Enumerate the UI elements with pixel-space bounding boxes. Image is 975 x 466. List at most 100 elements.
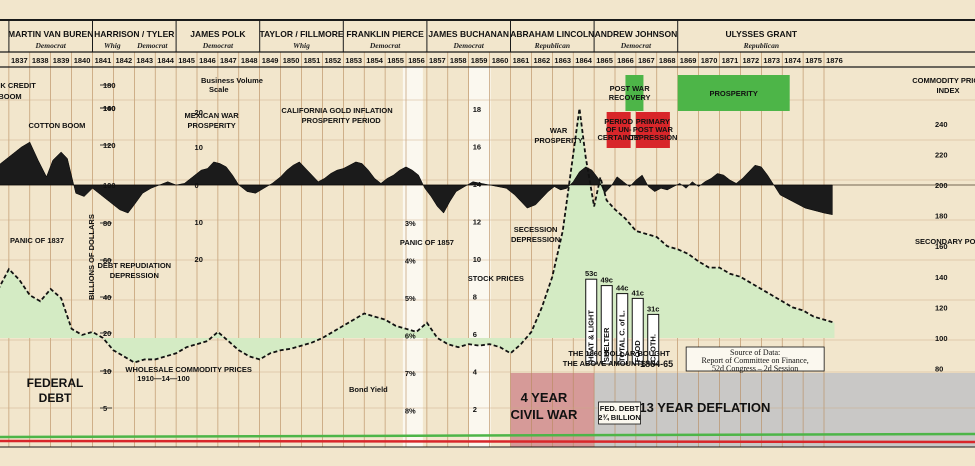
grid-layer [0,19,975,448]
purchasing-bar-label: FOOD [633,340,642,362]
event-war-prosperity-2: PROSPERITY [534,136,582,145]
admin-party: Whig [293,41,310,50]
event-debt-repudiation-2: DEPRESSION [110,271,159,280]
bond-yield-tick: 7% [405,369,416,378]
year-label: 1876 [826,56,843,65]
commodity-index-tick: 120 [935,303,948,312]
bond-yield-tick: 3% [405,219,416,228]
green-baseline [0,432,975,439]
year-label: 1844 [157,56,175,65]
admin-party: Democrat [620,41,652,50]
federal-debt-tick: 120 [103,141,116,150]
commodity-price-line [0,108,835,364]
purchasing-bar [600,285,613,365]
stock-price-tick: 18 [473,105,481,114]
federal-debt-tick: 180 [103,81,116,90]
source-line-2: Report of Committee on Finance, [701,356,808,365]
admin-party: Republican [534,41,570,50]
purchasing-caption-year: 1864-65 [640,359,673,369]
stock-price-tick: 14 [473,180,482,189]
federal-debt-tick: 100 [103,181,116,190]
business-scale-label: Business Volume [201,76,263,85]
stock-price-tick: 8 [473,293,477,302]
commodity-index-tick: 100 [935,334,948,343]
year-label: 1874 [784,56,802,65]
admin-name: ABRAHAM LINCOLN [510,29,594,39]
commodity-index-tick: 160 [935,242,948,251]
year-label: 1859 [471,56,488,65]
stock-price-tick: 4 [473,368,478,377]
header-layer: MARTIN VAN BUREN Democrat HARRISON / TYLER… [8,20,843,65]
civil-war-label-2: CIVIL WAR [510,407,578,422]
commodity-index-tick: 140 [935,273,948,282]
admin-party: Democrat [34,41,66,50]
federal-debt-label: FEDERAL [27,376,84,390]
admin-party-left: Whig [104,41,121,50]
year-label: 1841 [95,56,112,65]
uncertainty-box [606,112,631,148]
purchasing-bar-label: TOTAL C. of L. [618,310,627,362]
federal-debt-label-2: DEBT [39,391,72,405]
event-primary-depression: PRIMARY [636,117,670,126]
purchasing-bar-label: SHELTER [602,327,611,362]
commodity-index-label: COMMODITY PRICE [912,76,975,85]
federal-debt-tick: 40 [103,293,111,302]
purchasing-bar [616,293,629,365]
event-uncertainty-2: OF UN- [606,125,632,134]
year-label: 1866 [617,56,634,65]
year-label: 1837 [11,56,28,65]
event-secession: SECESSION [514,225,558,234]
admin-name: JAMES POLK [190,29,246,39]
business-volume-layer [0,75,833,216]
federal-debt-tick: 20 [103,329,111,338]
event-panic-1857: PANIC OF 1857 [400,238,454,247]
commodity-index-tick: 80 [935,365,943,374]
commodity-index-label-2: INDEX [937,86,960,95]
federal-debt-tick: 10 [103,367,111,376]
admin-party: Republican [743,41,779,50]
commodity-index-tick: 180 [935,212,948,221]
civil-war-label-1: 4 YEAR [521,390,568,405]
purchasing-bar-value: 53c [585,269,598,278]
business-scale-tick: 20 [195,255,203,264]
purchasing-bar-value: 31c [647,304,660,313]
purchasing-bar-label: HEAT & LIGHT [587,310,596,362]
primary-depression-box [635,112,670,148]
event-cotton-boom: COTTON BOOM [28,121,85,130]
fed-debt-note-value: 2¾ BILLION [598,413,641,422]
red-baseline [0,439,975,444]
admin-party: Democrat [452,41,484,50]
admin-name: ANDREW JOHNSON [595,29,678,39]
year-label: 1870 [701,56,718,65]
year-label: 1847 [220,56,237,65]
annotation-layer: HEAT & LIGHT 53c SHELTER 49c TOTAL C. of L. 4… [0,76,975,425]
event-secondary-depression: SECONDARY POST [915,237,975,246]
business-scale-tick: 10 [195,218,203,227]
admin-name: TAYLOR / FILLMORE [259,29,343,39]
year-label: 1871 [722,56,739,65]
purchasing-bar [585,278,598,365]
fed-debt-note-box [598,401,641,425]
year-label: 1875 [805,56,822,65]
admin-party: Democrat [369,41,401,50]
year-label: 1840 [74,56,91,65]
event-mexican-war-2: PROSPERITY [187,121,235,130]
event-post-war-recovery: POST WAR [610,84,651,93]
commodity-index-tick: 240 [935,120,948,129]
business-scale-tick: 0 [195,181,199,190]
purchasing-bar [647,313,660,365]
year-label: 1867 [638,56,655,65]
year-label: 1864 [575,56,593,65]
admin-name: JAMES BUCHANAN [428,29,509,39]
admin-name: MARTIN VAN BUREN [8,29,93,39]
year-label: 1863 [554,56,571,65]
stock-price-tick: 6 [473,330,477,339]
event-prosperity: PROSPERITY [710,89,758,98]
commodity-base-label: 1910—14—100 [137,374,190,383]
event-post-war-recovery-2: RECOVERY [609,93,651,102]
business-scale-tick: 20 [195,108,203,117]
year-label: 1869 [680,56,697,65]
commodity-index-tick: 200 [935,181,948,190]
purchasing-caption-1: THE 1860 DOLLAR BOUGHT [568,349,670,358]
